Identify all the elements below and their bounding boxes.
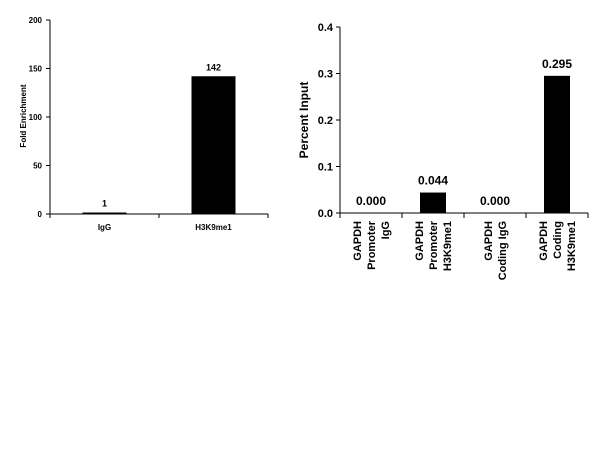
chart-1-data-label: 142 [206, 62, 221, 72]
chart-1-x-tick-label: IgG [98, 223, 111, 232]
chart-2-x-tick-label: Promoter [428, 220, 440, 270]
chart-1-y-axis-title: Fold Enrichment [19, 84, 28, 147]
chart-1-data-label: 1 [102, 199, 107, 209]
chart-2-x-tick-label: GAPDH [414, 221, 426, 261]
chart-2-x-tick-label: H3K9me1 [442, 221, 454, 271]
chart-2-x-tick-label: IgG [380, 221, 392, 239]
chart-2-data-label: 0.000 [356, 194, 386, 208]
chart-2-y-tick-label: 0.3 [318, 69, 333, 81]
chart-2-bar [420, 192, 446, 213]
chart-2-y-tick-label: 0.1 [318, 162, 333, 174]
chart-1-y-tick-label: 0 [38, 210, 43, 219]
chart-1-y-tick-label: 200 [29, 16, 43, 25]
chart-2-bar [544, 75, 570, 213]
chart-2-x-tick-label: Coding [552, 221, 564, 259]
chart-2-y-tick-label: 0.0 [318, 208, 333, 220]
chart-2-y-tick-label: 0.4 [318, 22, 334, 34]
chart-2-data-label: 0.044 [418, 174, 448, 188]
chart-2: Percent Input 0.00.10.20.30.4 GAPDH Promo… [297, 22, 589, 280]
chart-2-data-label: 0.000 [480, 194, 510, 208]
chart-2-x-tick-label: GAPDH [483, 221, 495, 261]
chart-2-x-tick-label: GAPDH [538, 221, 550, 261]
chart-2-x-tick-label: GAPDH [352, 221, 364, 261]
chart-1-y-tick-label: 50 [33, 162, 42, 171]
chart-1-x-tick-label: H3K9me1 [195, 223, 232, 232]
chart-1-bar [82, 212, 127, 214]
chart-1-y-tick-label: 150 [29, 65, 43, 74]
chart-2-x-tick-label: H3K9me1 [566, 221, 578, 271]
chart-2-y-axis-title: Percent Input [297, 82, 311, 159]
chart-2-x-tick-label: Promoter [366, 220, 378, 270]
chart-2-x-tick-label: Coding IgG [497, 221, 509, 280]
chart-1-bar [191, 76, 236, 214]
chart-2-data-label: 0.295 [542, 57, 572, 71]
chart-1-y-tick-label: 100 [29, 113, 43, 122]
chart-2-y-tick-label: 0.2 [318, 115, 333, 127]
